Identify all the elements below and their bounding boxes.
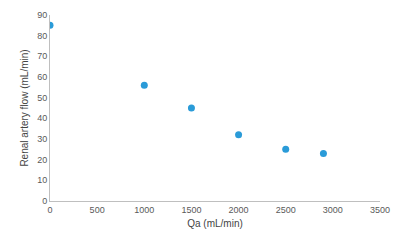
svg-text:50: 50 — [37, 93, 47, 103]
svg-text:40: 40 — [37, 113, 47, 123]
svg-text:2500: 2500 — [276, 205, 296, 215]
svg-text:3500: 3500 — [370, 205, 390, 215]
svg-text:1000: 1000 — [134, 205, 154, 215]
svg-text:70: 70 — [37, 51, 47, 61]
svg-text:0: 0 — [47, 205, 52, 215]
svg-text:Qa (mL/min): Qa (mL/min) — [187, 218, 243, 229]
svg-text:3000: 3000 — [323, 205, 343, 215]
svg-text:1500: 1500 — [181, 205, 201, 215]
svg-text:30: 30 — [37, 134, 47, 144]
svg-text:2000: 2000 — [229, 205, 249, 215]
svg-text:60: 60 — [37, 72, 47, 82]
svg-text:0: 0 — [42, 196, 47, 206]
svg-text:90: 90 — [37, 10, 47, 20]
svg-text:500: 500 — [90, 205, 105, 215]
svg-text:Renal artery flow (mL/min): Renal artery flow (mL/min) — [19, 49, 30, 166]
svg-text:80: 80 — [37, 31, 47, 41]
svg-text:10: 10 — [37, 175, 47, 185]
svg-text:20: 20 — [37, 155, 47, 165]
